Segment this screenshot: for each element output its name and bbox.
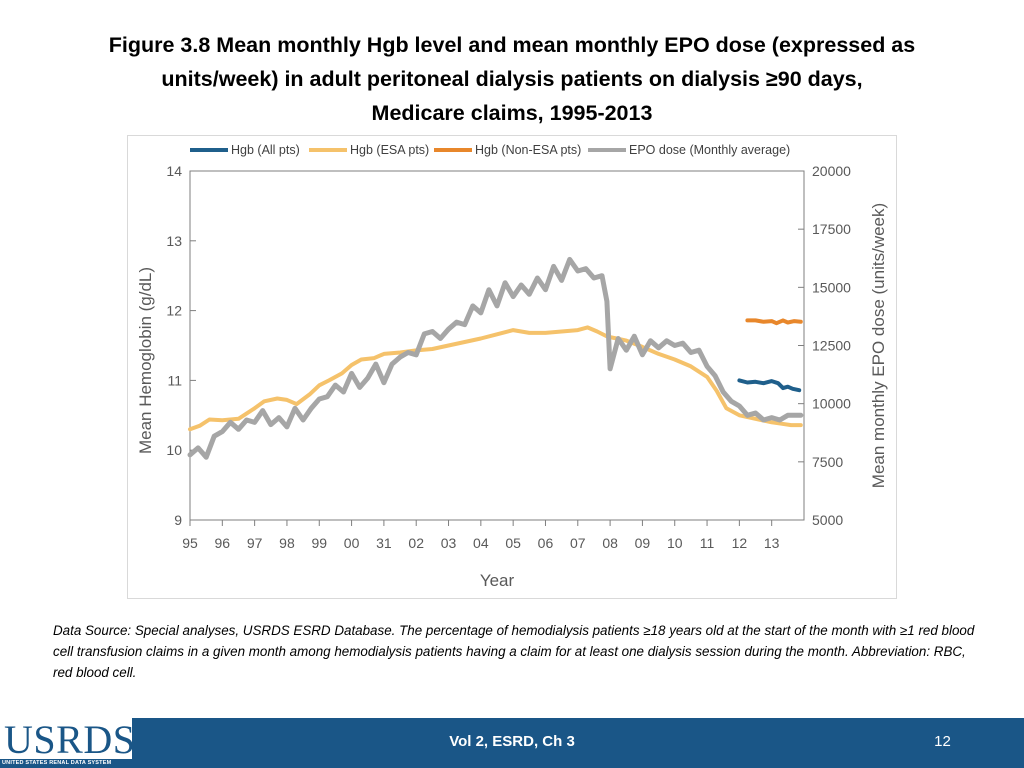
x-axis-title: Year — [480, 571, 515, 590]
x-tick-label: 97 — [247, 535, 263, 551]
x-tick-label: 11 — [700, 535, 715, 551]
footer-chapter-label: Vol 2, ESRD, Ch 3 — [449, 733, 575, 750]
y-right-tick-label: 12500 — [812, 338, 851, 354]
y-right-tick-label: 17500 — [812, 221, 851, 237]
legend-label: Hgb (Non-ESA pts) — [475, 143, 581, 157]
chart-svg: 9 10 11 12 13 14 5000 7500 10000 12500 15000 17500 2… — [136, 143, 888, 590]
y-right-tick-label: 15000 — [812, 279, 851, 295]
y-left-tick-label: 10 — [166, 442, 182, 458]
figure-title: Figure 3.8 Mean monthly Hgb level and me… — [70, 28, 954, 130]
y-left-tick-label: 9 — [174, 512, 182, 528]
x-tick-label: 03 — [441, 535, 457, 551]
title-line-2: units/week) in adult peritoneal dialysis… — [161, 67, 863, 91]
chart-container: 9 10 11 12 13 14 5000 7500 10000 12500 15000 17500 2… — [127, 135, 897, 599]
y-right-tick-label: 20000 — [812, 163, 851, 179]
page-number: 12 — [934, 733, 951, 750]
y-left-tick-label: 11 — [167, 372, 182, 388]
y-left-tick-label: 12 — [166, 303, 182, 319]
x-tick-label: 05 — [505, 535, 521, 551]
logo-text: USRDS — [4, 717, 136, 762]
x-tick-label: 98 — [279, 535, 295, 551]
x-tick-label: 95 — [182, 535, 198, 551]
x-tick-label: 10 — [667, 535, 683, 551]
series-line-epo-dose-monthly-average — [187, 256, 804, 460]
x-tick-label: 02 — [408, 535, 424, 551]
legend-label: Hgb (All pts) — [231, 143, 300, 157]
x-tick-label: 07 — [570, 535, 586, 551]
y-right-tick-label: 7500 — [812, 454, 843, 470]
x-tick-label: 04 — [473, 535, 489, 551]
x-tick-label: 99 — [311, 535, 327, 551]
footer-bar: USRDS UNITED STATES RENAL DATA SYSTEM Vo… — [0, 718, 1024, 768]
x-tick-label: 00 — [344, 535, 360, 551]
series-line-hgb-all-pts — [737, 378, 802, 393]
title-line-1: Figure 3.8 Mean monthly Hgb level and me… — [108, 33, 916, 57]
y-left-tick-label: 14 — [166, 163, 182, 179]
x-tick-label: 06 — [538, 535, 554, 551]
logo-underline — [0, 759, 132, 768]
usrds-logo: USRDS UNITED STATES RENAL DATA SYSTEM — [0, 717, 136, 768]
data-source-note: Data Source: Special analyses, USRDS ESR… — [53, 623, 975, 680]
plot-area-frame — [189, 170, 805, 521]
series-line-hgb-non-esa-pts — [745, 318, 803, 326]
x-tick-label: 31 — [376, 535, 392, 551]
x-tick-label: 08 — [602, 535, 618, 551]
logo-subtext: UNITED STATES RENAL DATA SYSTEM — [2, 760, 112, 766]
x-tick-label: 09 — [635, 535, 651, 551]
y-left-axis-title: Mean Hemoglobin (g/dL) — [136, 267, 155, 454]
y-left-tick-label: 13 — [166, 233, 182, 249]
title-line-3: Medicare claims, 1995-2013 — [371, 101, 653, 125]
y-right-tick-label: 10000 — [812, 396, 851, 412]
x-tick-label: 13 — [764, 535, 780, 551]
y-right-axis-title: Mean monthly EPO dose (units/week) — [869, 203, 888, 488]
x-tick-label: 96 — [215, 535, 231, 551]
legend-label: Hgb (ESA pts) — [350, 143, 429, 157]
series-line-hgb-esa-pts — [188, 325, 803, 432]
y-right-tick-label: 5000 — [812, 512, 843, 528]
legend-label: EPO dose (Monthly average) — [629, 143, 790, 157]
x-tick-label: 12 — [732, 535, 748, 551]
